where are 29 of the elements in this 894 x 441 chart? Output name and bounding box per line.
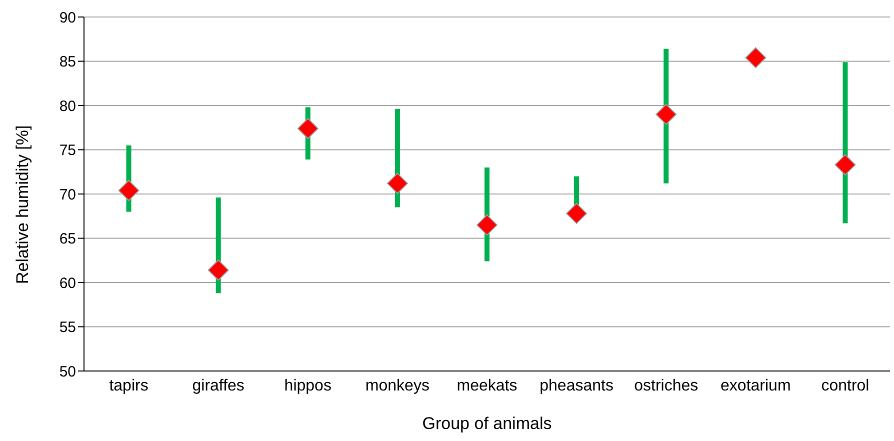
x-tick-label: ostriches bbox=[634, 377, 698, 394]
y-tick-label: 80 bbox=[59, 98, 76, 115]
x-tick-label: meekats bbox=[456, 377, 518, 394]
y-tick-label: 75 bbox=[59, 142, 76, 160]
y-tick-label: 50 bbox=[59, 363, 76, 380]
y-tick-label: 55 bbox=[59, 319, 76, 336]
y-axis-title: Relative humidity [%] bbox=[13, 125, 32, 284]
y-tick-label: 60 bbox=[59, 274, 76, 292]
x-tick-label: giraffes bbox=[192, 377, 244, 394]
x-tick-label: tapirs bbox=[109, 377, 148, 394]
point bbox=[118, 180, 140, 201]
x-tick-label: exotarium bbox=[720, 377, 791, 394]
y-tick-label: 65 bbox=[59, 230, 76, 248]
point bbox=[834, 154, 856, 176]
x-tick-label: pheasants bbox=[540, 377, 614, 394]
point bbox=[476, 214, 498, 236]
x-tick-label: hippos bbox=[284, 377, 332, 394]
point bbox=[566, 202, 588, 224]
x-tick-label: control bbox=[821, 377, 870, 394]
x-axis-title: Group of animals bbox=[422, 414, 552, 433]
point bbox=[386, 172, 408, 194]
x-tick-label: monkeys bbox=[365, 377, 430, 394]
point bbox=[208, 260, 229, 281]
point bbox=[297, 118, 318, 140]
point bbox=[656, 104, 677, 125]
y-tick-label: 70 bbox=[59, 186, 76, 204]
point bbox=[745, 47, 766, 68]
y-tick-label: 85 bbox=[59, 54, 76, 71]
y-tick-label: 90 bbox=[59, 9, 76, 26]
